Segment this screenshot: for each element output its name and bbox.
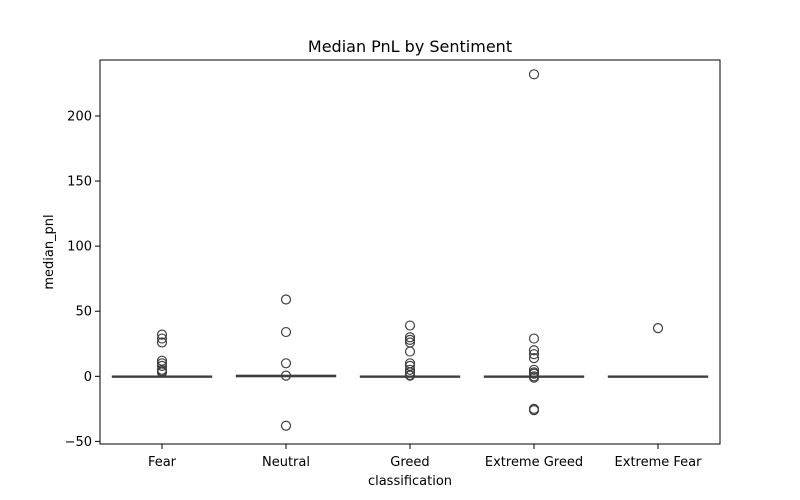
y-tick-label: −50 (65, 435, 92, 450)
y-axis: −50 0 50 100 150 200 (65, 109, 100, 450)
outlier-point (652, 323, 664, 334)
outlier-point (404, 332, 416, 343)
y-tick-label: 0 (84, 370, 92, 385)
outlier-point (404, 320, 416, 331)
outlier-point (528, 352, 540, 364)
outlier-point (528, 364, 540, 375)
outlier-point (404, 346, 416, 357)
box-group (483, 69, 585, 416)
outlier-point (404, 364, 416, 375)
y-tick-label: 100 (67, 240, 92, 255)
outlier-point (404, 367, 416, 378)
outlier-point (404, 334, 416, 345)
outlier-point (280, 370, 292, 381)
outlier-point (280, 358, 292, 369)
outlier-point (528, 372, 540, 383)
x-axis-label: classification (368, 474, 452, 489)
outlier-point (528, 368, 540, 379)
outlier-point (156, 333, 168, 344)
box-group (235, 294, 337, 431)
y-axis-label: median_pnl (42, 214, 57, 289)
x-tick-label: Extreme Greed (485, 455, 583, 470)
y-tick-label: 150 (67, 175, 92, 190)
x-tick-label: Neutral (262, 455, 310, 470)
outlier-point (528, 333, 540, 344)
x-tick-label: Extreme Fear (615, 455, 703, 470)
outlier-point (528, 345, 540, 356)
box-group (359, 320, 461, 381)
outlier-point (156, 329, 168, 340)
outlier-point (156, 367, 168, 378)
outlier-point (280, 294, 292, 305)
outlier-point (156, 337, 168, 348)
chart-title: Median PnL by Sentiment (308, 37, 512, 56)
outlier-point (280, 326, 292, 338)
box-group (111, 329, 213, 378)
box-group (607, 323, 709, 378)
outlier-point (528, 69, 540, 80)
plot-area (111, 69, 709, 431)
x-tick-label: Fear (148, 455, 177, 470)
outlier-point (156, 360, 168, 371)
outlier-point (404, 370, 416, 381)
y-tick-label: 200 (67, 109, 92, 124)
y-tick-label: 50 (75, 305, 92, 320)
outlier-point (528, 405, 540, 416)
plot-frame (99, 59, 721, 445)
x-axis: Fear Neutral Greed Extreme Greed Extreme Fea… (148, 444, 702, 470)
outlier-point (528, 349, 540, 360)
outlier-point (280, 420, 292, 431)
x-tick-label: Greed (390, 455, 429, 470)
